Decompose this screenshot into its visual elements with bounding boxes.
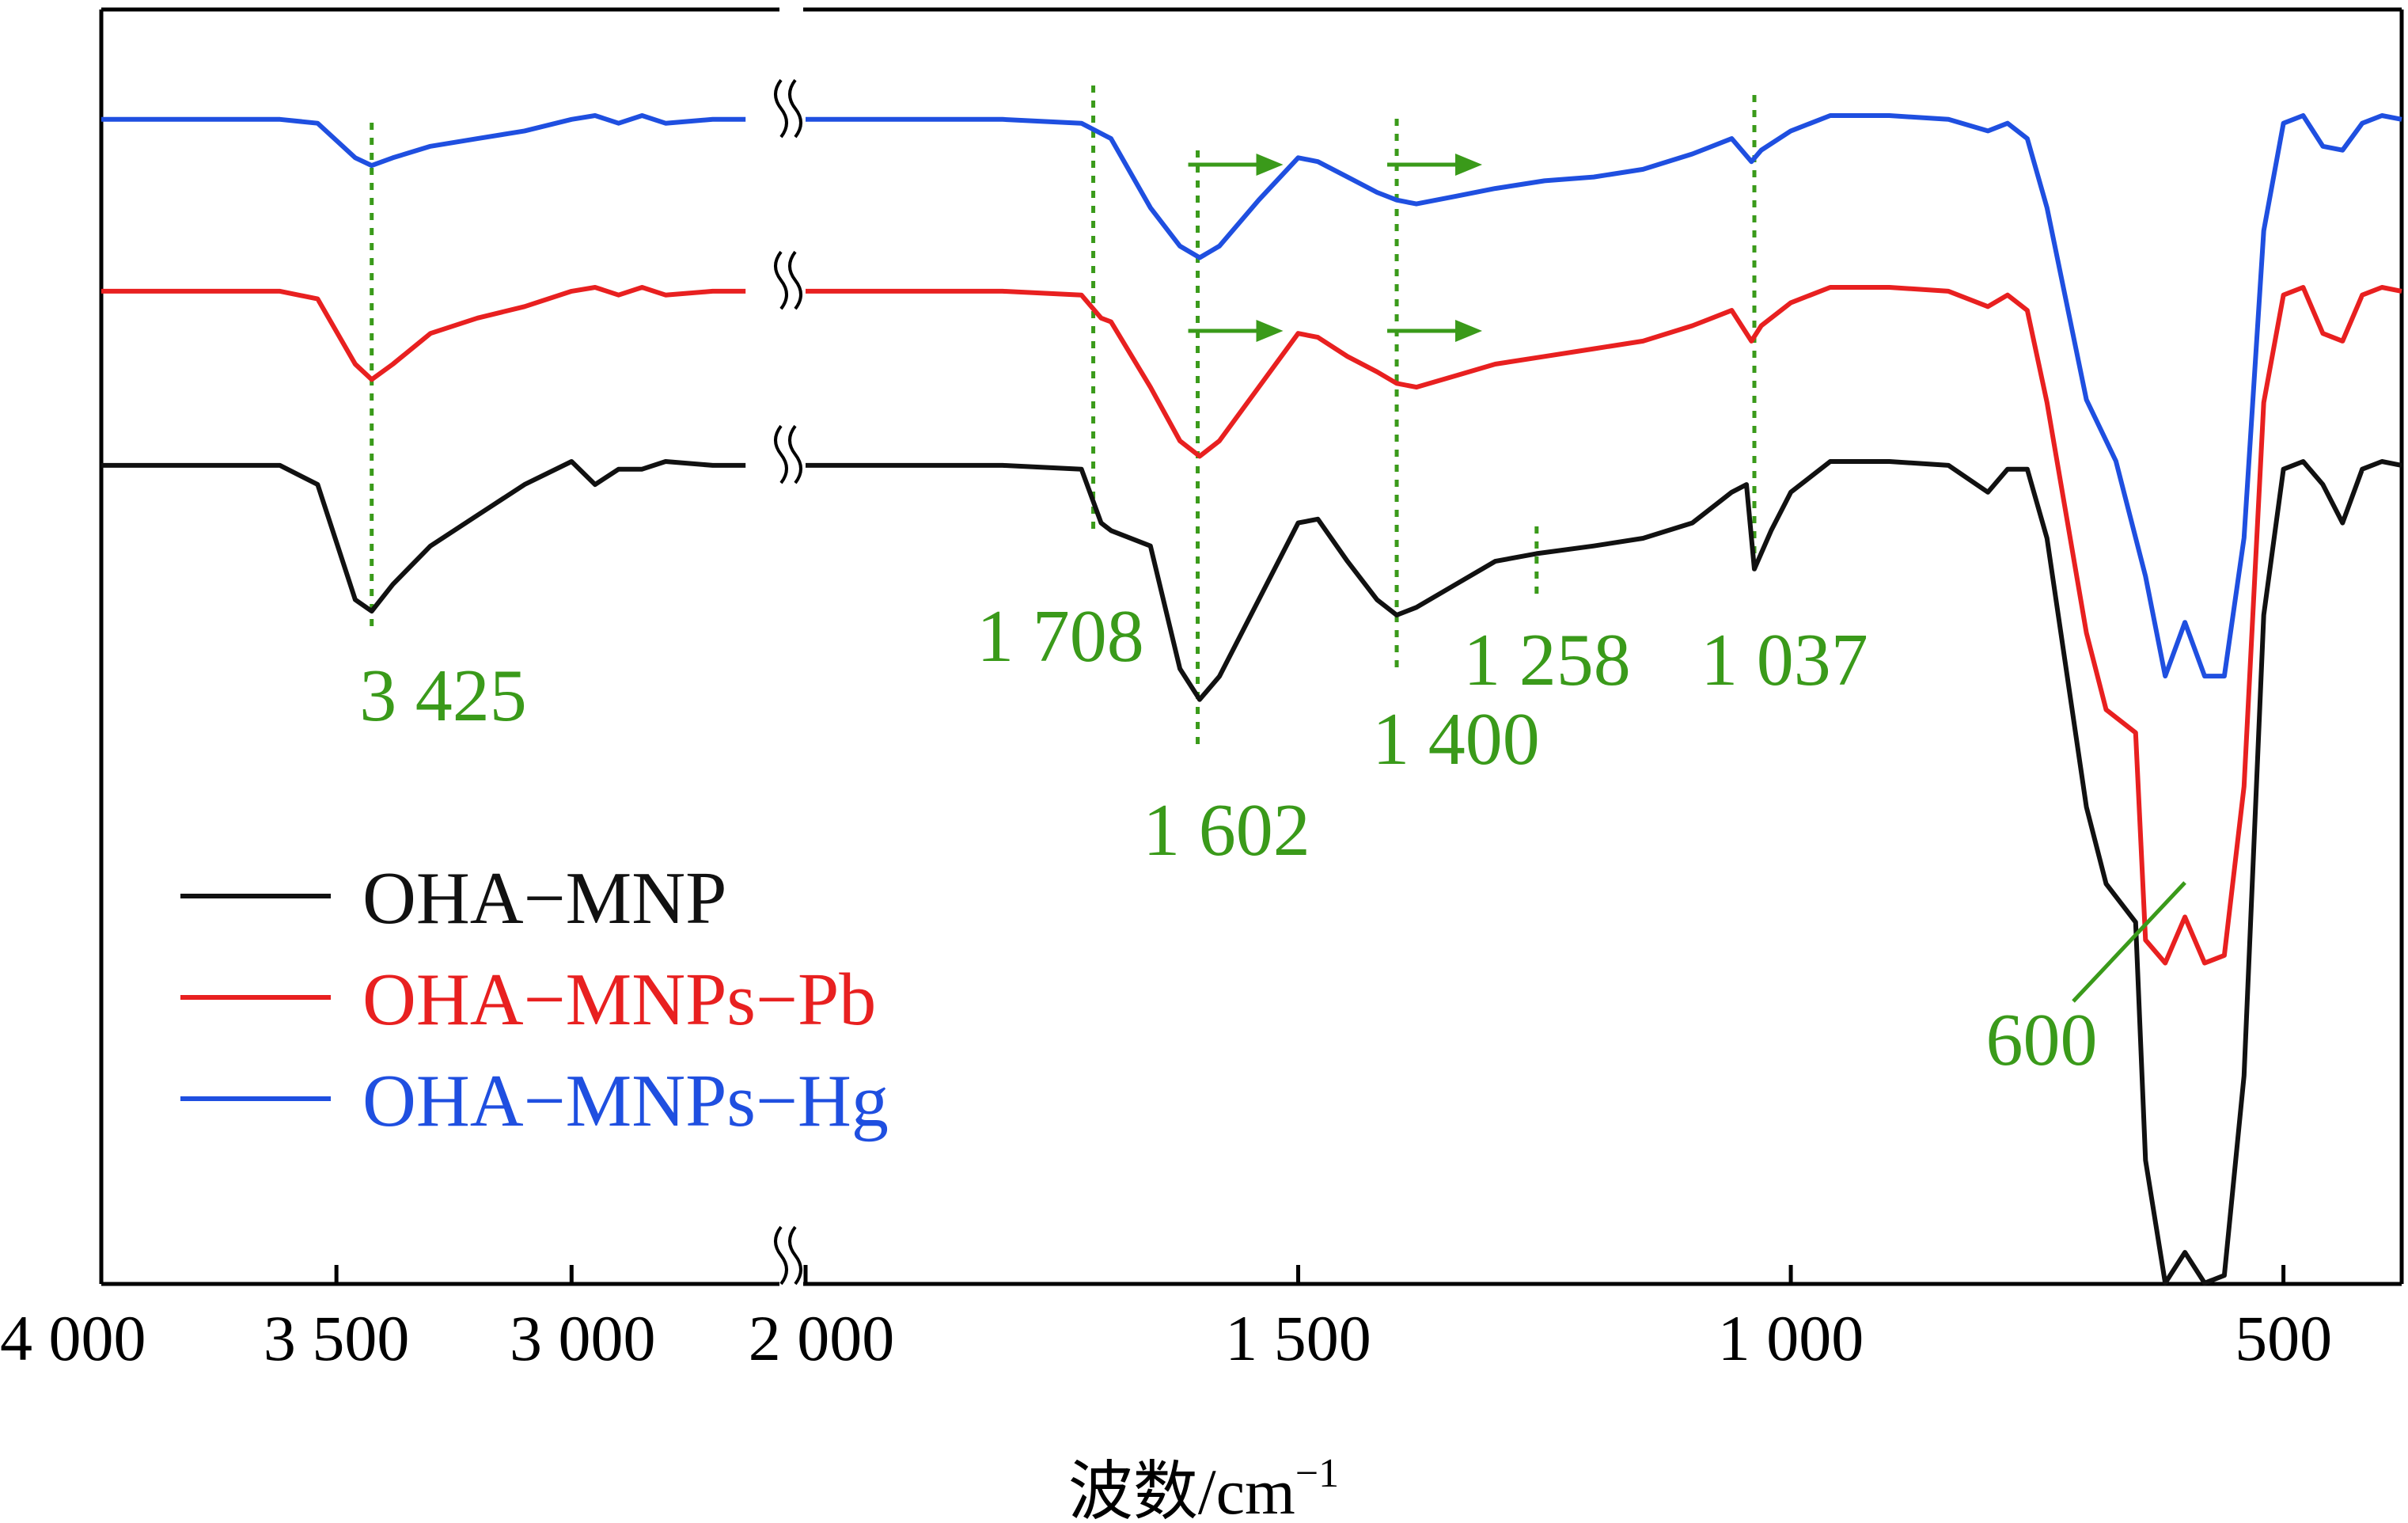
peak-label: 1 400 xyxy=(1372,698,1540,780)
series-break-oha-mnp xyxy=(774,424,802,484)
series-break-oha-mnps-pb xyxy=(774,250,802,310)
x-tick-label: 4 000 xyxy=(0,1302,146,1374)
legend-label: OHA−MNP xyxy=(362,857,726,940)
x-tick-label: 1 000 xyxy=(1718,1302,1864,1374)
x-tick-label: 3 500 xyxy=(264,1302,410,1374)
shift-arrow-head xyxy=(1256,154,1284,176)
series-break-oha-mnps-hg xyxy=(774,78,802,139)
series-line-oha-mnp-left xyxy=(101,459,746,614)
series-line-oha-mnps-hg-right xyxy=(806,113,2402,679)
peak-guides xyxy=(370,85,1757,748)
x-ticks: 4 000 3 500 3 000 2 000 1 500 1 000 500 xyxy=(0,1265,2332,1374)
x-tick-label: 3 000 xyxy=(510,1302,656,1374)
legend-label: OHA−MNPs−Pb xyxy=(362,959,876,1041)
break-mark xyxy=(774,424,788,484)
axis-break-bottom xyxy=(774,1225,802,1286)
break-mark xyxy=(788,1225,802,1286)
break-mark xyxy=(774,250,788,310)
shift-arrow-head xyxy=(1455,154,1483,176)
x-axis-title-sup: −1 xyxy=(1295,1451,1339,1496)
shift-arrow-head xyxy=(1455,320,1483,342)
x-tick-label: 500 xyxy=(2235,1302,2332,1374)
break-mark xyxy=(774,1225,788,1286)
break-mark xyxy=(788,250,802,310)
peak-label: 3 425 xyxy=(359,655,527,737)
series-line-oha-mnps-hg-left xyxy=(101,113,746,169)
peak-label: 1 258 xyxy=(1463,619,1631,701)
x-axis-title: 波数/cm−1 xyxy=(1068,1451,1339,1523)
axes xyxy=(99,7,2404,1286)
peak-label: 600 xyxy=(1986,999,2098,1081)
shift-arrow-head xyxy=(1256,320,1284,342)
break-mark xyxy=(774,78,788,139)
legend: OHA−MNP OHA−MNPs−Pb OHA−MNPs−Hg xyxy=(180,857,889,1142)
break-mark xyxy=(788,424,802,484)
peak-600-leader xyxy=(2072,881,2186,1003)
x-axis-title-text: 波数/cm xyxy=(1068,1456,1295,1523)
x-tick-label: 1 500 xyxy=(1225,1302,1371,1374)
peak-label: 1 602 xyxy=(1143,789,1310,872)
x-tick-label: 2 000 xyxy=(749,1302,895,1374)
break-mark xyxy=(788,78,802,139)
peak-label: 1 708 xyxy=(976,595,1144,678)
series-line-oha-mnp-right xyxy=(806,459,2402,1286)
series-group xyxy=(101,78,2402,1286)
series-line-oha-mnps-pb-right xyxy=(806,285,2402,966)
series-line-oha-mnps-pb-left xyxy=(101,285,746,382)
legend-label: OHA−MNPs−Hg xyxy=(362,1060,889,1142)
peak-label: 1 037 xyxy=(1701,619,1868,701)
